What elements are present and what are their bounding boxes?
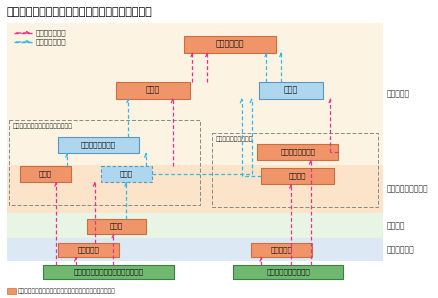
Text: 国民議会: 国民議会 [289,173,307,179]
Bar [43,265,173,279]
Bar [7,165,383,213]
Text: 県議会: 県議会 [110,223,123,229]
Text: 県レベル: 県レベル [387,221,405,230]
Bar [20,166,71,182]
Bar [184,35,276,52]
Bar [7,213,383,238]
Bar [7,288,16,294]
Bar [261,168,334,184]
Bar [7,238,383,261]
Text: 指名により選出: 指名により選出 [35,39,66,45]
Bar [7,23,383,165]
Text: 中央レベル: 中央レベル [387,89,410,99]
Text: ボスニア・ヘルツェゴビナ連邦市民: ボスニア・ヘルツェゴビナ連邦市民 [74,269,144,275]
Text: 大統領・副大統領: 大統領・副大統領 [280,149,315,155]
Text: 民族院: 民族院 [120,171,133,177]
Text: エンティティレベル: エンティティレベル [387,184,428,193]
Text: 代議院: 代議院 [39,171,52,177]
Text: 市町村議会: 市町村議会 [270,247,292,253]
Text: ボスニア・ヘルツェゴビナの統治機構と選挙対象: ボスニア・ヘルツェゴビナの統治機構と選挙対象 [7,7,153,17]
Bar [233,265,343,279]
Text: 【スルプスカ共和国】: 【スルプスカ共和国】 [216,136,254,142]
Text: 【ボスニア・ヘルツェゴビナ連邦】: 【ボスニア・ヘルツェゴビナ連邦】 [13,123,73,129]
Bar [259,81,323,99]
Text: 市町村レベル: 市町村レベル [387,245,414,254]
Bar [58,243,119,257]
Bar [258,144,338,160]
Bar [9,120,200,205]
Text: 大統領評議会: 大統領評議会 [215,40,244,49]
Text: 選挙により選出: 選挙により選出 [35,30,66,36]
Text: 民族院: 民族院 [284,86,298,94]
Text: 大統領・副大統領: 大統領・副大統領 [81,142,116,148]
Text: 代議院: 代議院 [146,86,160,94]
Bar [58,137,139,153]
Bar [87,218,146,234]
Bar [251,243,312,257]
Text: スルプスカ共和国市民: スルプスカ共和国市民 [266,269,310,275]
Text: 市町村議会: 市町村議会 [78,247,100,253]
Text: 部分は今次選挙の対象となった各議会であることを示す。: 部分は今次選挙の対象となった各議会であることを示す。 [18,288,116,294]
Bar [101,166,152,182]
Bar [212,133,378,207]
Bar [116,81,190,99]
